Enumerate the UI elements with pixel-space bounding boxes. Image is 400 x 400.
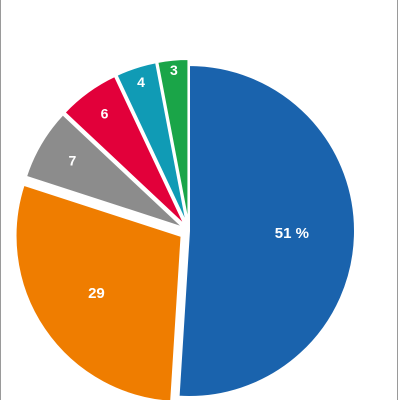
- pie-slice-51: [177, 63, 356, 398]
- pie-slice-7: [24, 112, 185, 229]
- slice-label-29: 29: [88, 285, 105, 302]
- pie-slice-6: [63, 74, 187, 227]
- pie-slice-3: [156, 58, 190, 226]
- slice-label-4: 4: [137, 74, 145, 90]
- slice-label-3: 3: [170, 62, 178, 78]
- slice-label-7: 7: [68, 153, 76, 169]
- pie-slice-4: [115, 61, 189, 226]
- pie-slice-29: [14, 183, 183, 400]
- slice-label-51: 51 %: [275, 225, 309, 242]
- slice-label-6: 6: [101, 105, 109, 121]
